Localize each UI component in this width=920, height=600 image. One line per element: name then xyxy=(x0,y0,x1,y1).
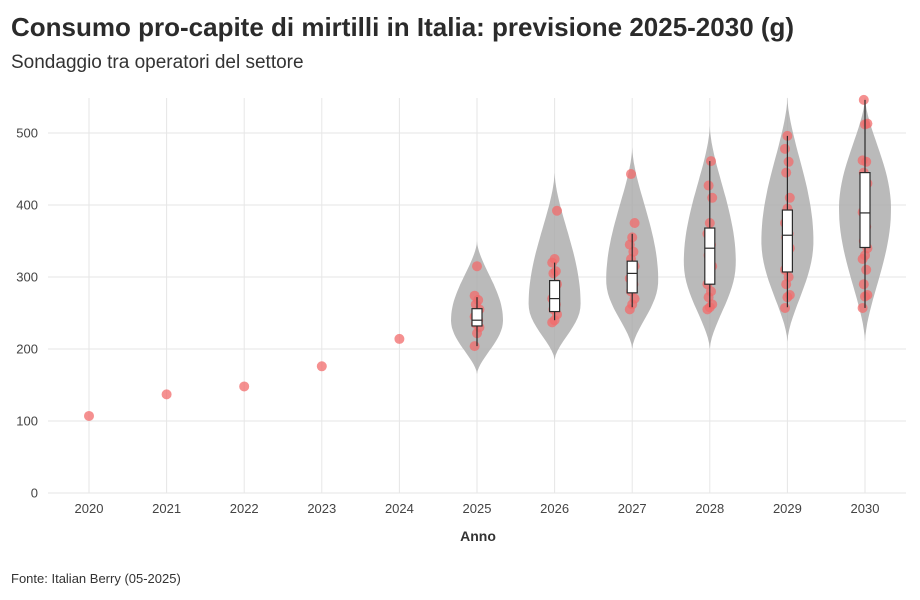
forecast-point xyxy=(780,143,790,154)
historical-point xyxy=(84,410,94,421)
box-2026 xyxy=(548,280,561,313)
forecast-point xyxy=(629,218,640,228)
box-layer xyxy=(471,99,871,347)
source-note: Fonte: Italian Berry (05-2025) xyxy=(11,571,181,586)
historical-point xyxy=(316,361,327,372)
x-tick-label: 2027 xyxy=(618,501,647,516)
x-tick-label: 2024 xyxy=(385,501,414,516)
x-tick-label: 2020 xyxy=(75,501,104,516)
y-tick-label: 0 xyxy=(31,486,38,501)
tick-labels: 0 100 200 300 400 500 2020 2021 2022 2023 2024 2025… xyxy=(16,126,879,517)
grid-lines xyxy=(48,98,906,494)
forecast-point xyxy=(858,94,869,105)
box-2029 xyxy=(781,209,794,273)
forecast-point xyxy=(707,192,718,203)
forecast-point xyxy=(784,192,795,203)
box-2028 xyxy=(704,227,716,285)
historical-point xyxy=(394,333,405,344)
chart-subtitle: Sondaggio tra operatori del settore xyxy=(11,52,304,73)
forecast-point xyxy=(781,167,792,178)
forecast-point xyxy=(861,264,872,275)
forecast-point xyxy=(857,155,868,166)
x-tick-label: 2022 xyxy=(230,501,259,516)
forecast-point xyxy=(550,266,561,277)
forecast-point xyxy=(472,261,482,272)
x-tick-label: 2029 xyxy=(773,501,802,516)
forecast-point xyxy=(626,169,636,180)
box-2025 xyxy=(471,308,483,327)
y-tick-label: 400 xyxy=(16,198,38,213)
forecast-point xyxy=(784,290,795,300)
x-tick-label: 2028 xyxy=(695,501,724,516)
box-2030 xyxy=(859,172,871,249)
y-tick-label: 500 xyxy=(16,126,38,141)
forecast-point xyxy=(862,290,873,300)
forecast-point xyxy=(857,302,868,313)
forecast-point xyxy=(858,279,869,290)
forecast-point xyxy=(549,254,560,264)
chart-title: Consumo pro-capite di mirtilli in Italia… xyxy=(11,12,795,42)
x-tick-label: 2030 xyxy=(851,501,880,516)
x-tick-label: 2026 xyxy=(540,501,569,516)
y-tick-label: 200 xyxy=(16,342,38,357)
historical-point xyxy=(161,389,172,400)
historical-point xyxy=(239,381,250,392)
forecast-point xyxy=(552,205,562,216)
y-tick-label: 300 xyxy=(16,270,38,285)
x-tick-label: 2025 xyxy=(463,501,492,516)
y-tick-label: 100 xyxy=(16,414,38,429)
forecast-point xyxy=(469,290,480,301)
x-tick-label: 2021 xyxy=(152,501,181,516)
x-axis-title: Anno xyxy=(460,528,496,544)
forecast-point xyxy=(706,156,716,167)
forecast-point xyxy=(783,156,794,167)
forecast-point xyxy=(703,180,714,191)
forecast-point xyxy=(780,302,790,313)
x-tick-label: 2023 xyxy=(307,501,336,516)
forecast-point xyxy=(469,341,480,352)
violin-layer xyxy=(451,97,891,375)
forecast-point xyxy=(862,118,873,129)
box-2027 xyxy=(626,260,638,294)
